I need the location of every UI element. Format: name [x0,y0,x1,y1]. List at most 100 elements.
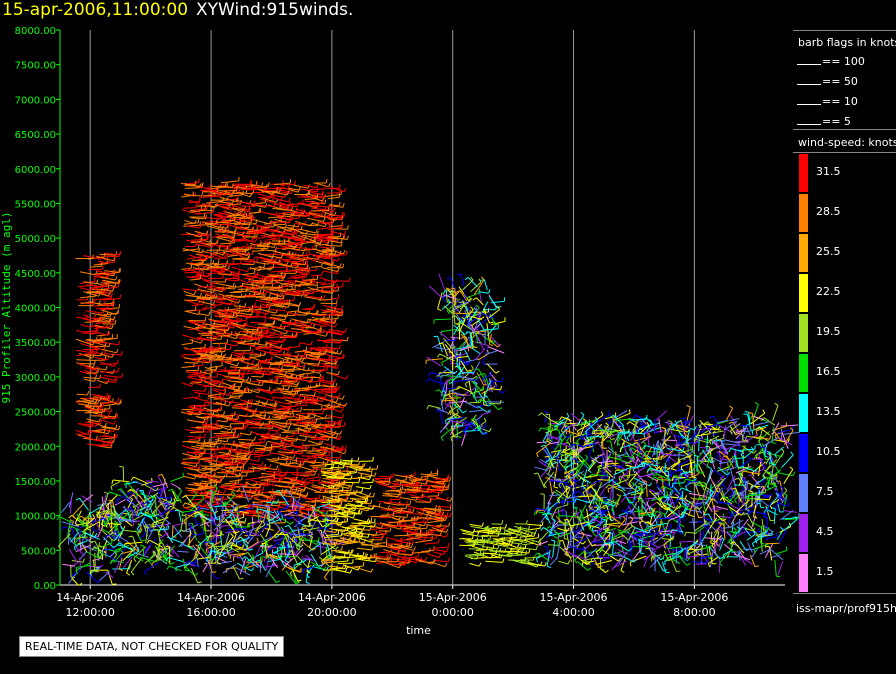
wind-barb [68,571,78,584]
wind-barb [99,445,111,449]
wind-barb [321,291,333,294]
wind-barb-flag [314,257,318,262]
wind-barb [328,330,342,335]
y-tick-label: 4000.00 [15,304,56,315]
wind-barb-flag [101,265,104,270]
wind-barb [281,405,297,408]
wind-barb-flag [87,401,90,406]
wind-barb [195,275,210,282]
wind-barb [221,382,234,387]
wind-barb-flag [308,190,311,195]
wind-barb [232,520,246,524]
wind-barb-flag [199,481,202,487]
wind-barb [218,516,221,535]
wind-barb-flag [340,408,344,413]
wind-barb [132,480,144,485]
wind-barb-flag [250,213,253,218]
wind-barb [261,556,278,560]
x-tick-date: 14-Apr-2006 [56,591,124,604]
wind-barb [236,489,250,494]
wind-barb-flag [209,277,212,282]
wind-barb [298,268,316,272]
wind-barb-flag [275,187,278,192]
wind-barb [207,559,213,573]
y-tick-label: 500.00 [21,546,56,557]
wind-barb [261,232,272,237]
wind-barb [93,263,108,266]
wind-barb [197,353,211,356]
wind-barb [252,500,268,504]
wind-barb [86,407,103,414]
wind-barb-flag [261,450,264,456]
wind-barb-flag [342,250,346,255]
wind-barb-flag [259,185,261,190]
wind-barb [249,463,262,466]
wind-barb-flag [229,426,233,431]
wind-barb [185,310,199,315]
wind-barb-flag [178,543,183,548]
wind-barb [159,546,171,557]
wind-barb-flag [102,338,105,344]
wind-barb [303,460,315,465]
wind-barb-flag [275,539,278,544]
wind-barb-flag [112,301,115,306]
wind-barb-flag [229,311,232,316]
wind-barb-flag [232,259,235,265]
wind-barb [180,534,190,548]
wind-barb [194,230,207,235]
wind-barb-flag [91,546,95,551]
wind-barb-flag [123,482,128,485]
wind-barb-flag [103,337,106,342]
wind-barb [232,258,248,260]
wind-barb-flag [270,493,273,498]
wind-barb-flag [298,493,302,498]
wind-barb [210,309,227,315]
wind-barb [298,202,312,206]
wind-barb [154,510,169,518]
wind-barb [183,357,200,361]
wind-barb-flag [329,318,332,324]
wind-barb [95,337,113,341]
wind-barb [242,263,254,266]
wind-barb [224,466,237,469]
wind-barb-flag [296,389,299,395]
wind-barb-flag [87,390,90,396]
wind-barb [144,561,160,572]
wind-barb [197,263,214,265]
wind-barb [230,248,249,251]
wind-barb [117,525,126,541]
wind-barb-flag [86,528,92,531]
wind-barb [70,525,80,531]
wind-barb-flag [103,428,106,433]
wind-barb [266,275,282,277]
wind-barb [229,479,242,483]
wind-barb [102,298,121,301]
wind-barb-flag [280,332,283,337]
wind-barb-flag [202,428,205,433]
wind-barb [278,443,292,445]
wind-barb [232,262,251,265]
wind-barb [85,310,104,314]
wind-barb-flag [301,277,304,283]
wind-barb-flag [158,522,163,524]
wind-barb-flag [255,291,257,296]
wind-barb [288,355,305,357]
wind-barb-flag [105,289,107,294]
wind-barb-flag [152,523,154,528]
wind-barb-flag [198,335,202,341]
wind-barb-flag [273,243,276,248]
wind-barb [83,314,94,320]
wind-barb-flag [182,502,186,507]
wind-barb-flag [339,250,342,255]
wind-barb-flag [298,415,301,420]
wind-barb-flag [268,430,270,435]
wind-barb [295,220,311,227]
wind-barb [291,262,305,266]
wind-barb-flag [301,208,303,213]
wind-barb [281,247,296,250]
wind-barb [113,523,119,535]
wind-barb [217,437,234,439]
wind-barb-flag [279,259,282,264]
wind-barb-flag [224,548,229,552]
wind-barb-flag [312,547,317,551]
